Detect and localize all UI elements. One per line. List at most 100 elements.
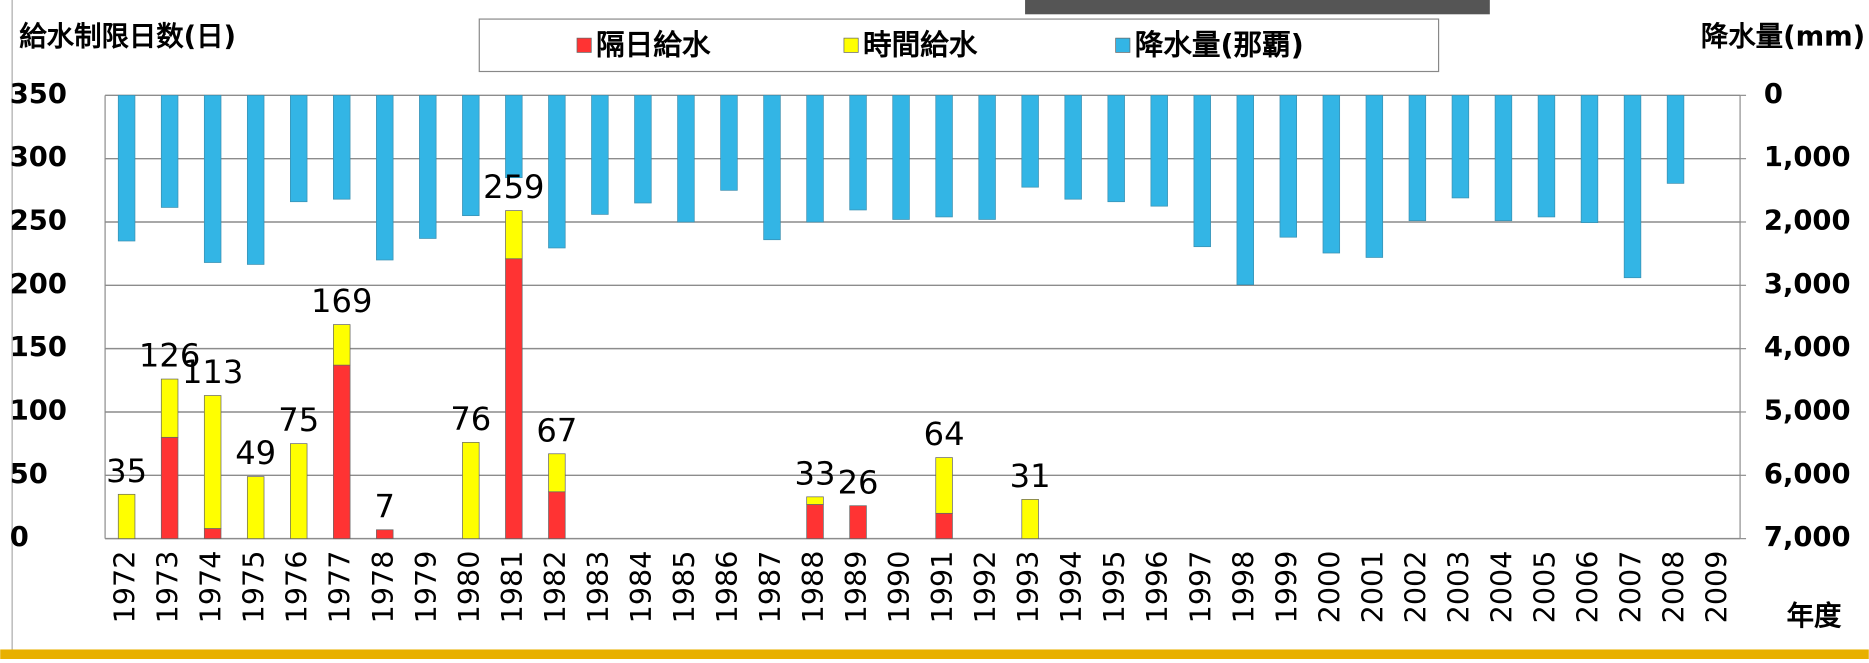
rain-bar bbox=[763, 94, 781, 241]
bar-segment bbox=[203, 528, 222, 539]
bar-segment bbox=[505, 258, 523, 539]
rain-bar bbox=[591, 94, 609, 215]
legend bbox=[478, 18, 1440, 73]
bar-segment bbox=[117, 493, 136, 539]
y-tick-label: 100 bbox=[10, 395, 67, 426]
rain-bar bbox=[720, 94, 738, 191]
legend-label: 隔日給水 bbox=[596, 27, 711, 61]
y-tick-label: 250 bbox=[10, 205, 67, 236]
bar-segment bbox=[935, 512, 953, 539]
legend-label: 降水量(那覇) bbox=[1135, 27, 1304, 61]
x-tick-label: 1991 bbox=[925, 551, 959, 624]
bar-segment bbox=[806, 496, 824, 505]
bar-segment bbox=[806, 504, 824, 539]
data-label: 169 bbox=[311, 282, 372, 320]
rain-bar bbox=[1408, 94, 1427, 222]
rain-bar bbox=[1623, 94, 1642, 279]
rain-bar bbox=[1193, 94, 1211, 248]
x-tick-label: 1999 bbox=[1269, 551, 1303, 624]
x-tick-label: 1982 bbox=[538, 551, 572, 624]
rain-bar bbox=[677, 94, 695, 223]
rain-bar bbox=[290, 94, 308, 203]
y2-axis-title: 降水量(mm) bbox=[1701, 22, 1865, 53]
bar-segment bbox=[505, 210, 523, 260]
y-tick-label: 300 bbox=[10, 142, 67, 173]
data-label: 67 bbox=[536, 411, 577, 449]
data-label: 259 bbox=[483, 168, 544, 206]
rain-bar bbox=[1021, 94, 1039, 188]
rain-bar bbox=[462, 94, 480, 217]
data-label: 7 bbox=[375, 487, 395, 525]
rain-bar bbox=[978, 94, 996, 220]
x-tick-label: 1972 bbox=[108, 551, 142, 624]
x-tick-label: 2002 bbox=[1398, 551, 1432, 624]
legend-label: 時間給水 bbox=[863, 27, 978, 61]
y-tick-label: 50 bbox=[10, 459, 48, 490]
data-label: 35 bbox=[106, 452, 147, 490]
y2-tick-label: 3,000 bbox=[1764, 269, 1851, 300]
y-tick-label: 200 bbox=[10, 269, 67, 300]
x-tick-label: 2001 bbox=[1355, 551, 1389, 624]
y2-tick-label: 5,000 bbox=[1764, 395, 1851, 426]
y2-tick-label: 1,000 bbox=[1764, 142, 1851, 173]
bar-segment bbox=[160, 378, 179, 438]
x-tick-label: 1990 bbox=[882, 551, 916, 624]
y-tick-label: 0 bbox=[10, 522, 29, 553]
bar-segment bbox=[333, 324, 351, 366]
footer-bar bbox=[0, 649, 1869, 659]
rain-bar bbox=[376, 94, 394, 261]
rain-bar bbox=[892, 94, 910, 220]
bar-segment bbox=[333, 364, 351, 539]
x-tick-label: 1995 bbox=[1097, 551, 1131, 624]
x-tick-label: 2006 bbox=[1570, 551, 1604, 624]
x-tick-label: 1987 bbox=[753, 551, 787, 624]
bar-segment bbox=[935, 457, 953, 514]
x-tick-label: 2005 bbox=[1527, 551, 1561, 624]
x-tick-label: 1973 bbox=[151, 551, 185, 624]
data-label: 33 bbox=[795, 454, 836, 492]
x-tick-label: 1978 bbox=[366, 551, 400, 624]
x-tick-label: 1985 bbox=[667, 551, 701, 624]
x-tick-label: 1989 bbox=[839, 551, 873, 624]
rain-bar bbox=[1150, 94, 1168, 207]
rain-bar bbox=[1279, 94, 1298, 238]
data-label: 64 bbox=[924, 415, 965, 453]
x-tick-label: 1976 bbox=[280, 551, 314, 624]
x-tick-label: 2008 bbox=[1657, 551, 1691, 624]
rain-bar bbox=[1236, 94, 1254, 286]
bar-segment bbox=[849, 505, 867, 539]
x-axis-title: 年度 bbox=[1787, 600, 1842, 632]
rain-bar bbox=[1451, 94, 1470, 199]
y2-tick-label: 4,000 bbox=[1764, 332, 1851, 363]
x-tick-label: 1983 bbox=[581, 551, 615, 624]
bar-segment bbox=[290, 443, 308, 539]
rain-bar bbox=[160, 94, 179, 208]
x-tick-label: 2004 bbox=[1484, 551, 1518, 624]
x-tick-label: 1986 bbox=[710, 551, 744, 624]
bar-segment bbox=[548, 491, 566, 539]
x-tick-label: 2009 bbox=[1700, 551, 1734, 624]
rain-bar bbox=[548, 94, 566, 249]
rain-bar bbox=[333, 94, 351, 200]
rain-bar bbox=[117, 94, 136, 242]
x-tick-label: 1979 bbox=[409, 551, 443, 624]
data-label: 26 bbox=[838, 463, 879, 501]
x-tick-label: 1996 bbox=[1140, 551, 1174, 624]
y-tick-label: 350 bbox=[10, 79, 67, 110]
bar-segment bbox=[462, 442, 480, 539]
legend-swatch bbox=[576, 37, 592, 53]
y2-tick-label: 2,000 bbox=[1764, 205, 1851, 236]
x-tick-label: 1998 bbox=[1226, 551, 1260, 624]
bar-segment bbox=[203, 395, 222, 529]
x-tick-label: 1980 bbox=[452, 551, 486, 624]
data-label: 126 bbox=[139, 337, 200, 375]
data-label: 75 bbox=[278, 401, 319, 439]
bar-segment bbox=[376, 529, 394, 539]
x-tick-label: 1997 bbox=[1183, 551, 1217, 624]
data-label: 31 bbox=[1010, 457, 1051, 495]
x-tick-label: 1988 bbox=[796, 551, 830, 624]
y-axis-title: 給水制限日数(日) bbox=[19, 21, 236, 53]
legend-swatch bbox=[843, 37, 859, 53]
rain-bar bbox=[1580, 94, 1599, 223]
data-label: 49 bbox=[235, 434, 276, 472]
